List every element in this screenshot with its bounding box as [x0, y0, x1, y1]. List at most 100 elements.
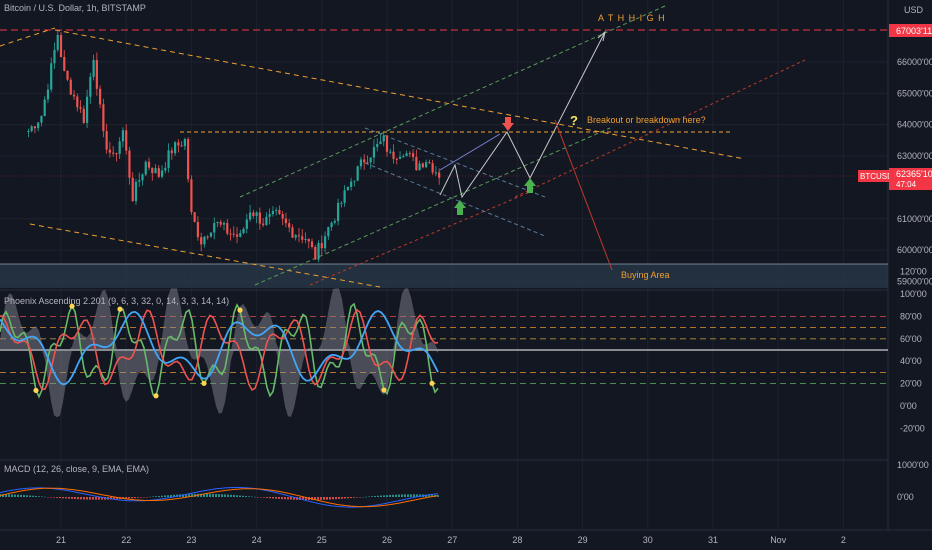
phoenix-dot	[429, 380, 435, 386]
candle-body	[115, 153, 118, 155]
macd-bar	[428, 494, 430, 497]
time-tick: 29	[578, 535, 588, 545]
macd-bar	[125, 497, 127, 499]
macd-bar	[350, 497, 352, 499]
candle-body	[151, 167, 154, 174]
macd-bar	[8, 494, 10, 497]
macd-bar	[335, 497, 337, 500]
macd-bar	[200, 493, 202, 497]
time-tick: 26	[382, 535, 392, 545]
macd-bar	[323, 497, 325, 500]
macd-bar	[137, 497, 139, 498]
macd-bar	[368, 496, 370, 497]
price-tick: 65000'00	[897, 88, 932, 98]
price-tick: 64000'00	[897, 120, 932, 130]
candle-body	[415, 157, 418, 171]
candle-body	[402, 156, 405, 158]
candle-body	[43, 99, 46, 117]
phoenix-tick: 0'00	[900, 401, 917, 411]
macd-bar	[344, 497, 346, 499]
macd-tick: 0'00	[897, 492, 914, 502]
candle-body	[405, 153, 408, 157]
macd-bar	[101, 497, 103, 500]
flag-upper	[364, 127, 546, 198]
macd-bar	[329, 497, 331, 500]
time-axis[interactable]: 21 22 23 24 25 26 27 28 29 30 31 Nov 2	[56, 535, 846, 545]
macd-bar	[170, 494, 172, 497]
candle-body	[131, 177, 134, 202]
macd-bar	[395, 494, 397, 497]
candle-body	[333, 221, 336, 223]
candle-body	[99, 88, 102, 105]
macd-bar	[362, 496, 364, 498]
candle-body	[141, 174, 144, 181]
macd-bar	[182, 494, 184, 497]
candle-body	[265, 216, 268, 225]
macd-bar	[149, 496, 151, 498]
candle-body	[297, 235, 301, 237]
candle-body	[255, 212, 258, 216]
candle-body	[170, 150, 173, 154]
macd-bar	[371, 496, 373, 497]
candle-body	[385, 135, 389, 152]
macd-bar	[326, 497, 328, 500]
candle-body	[193, 212, 196, 222]
phoenix-dot	[201, 380, 207, 386]
question-annotation: Breakout or breakdown here?	[587, 115, 706, 125]
macd-bar	[407, 494, 409, 497]
macd-bar	[257, 497, 259, 498]
symbol-tag	[858, 170, 889, 182]
candle-body	[350, 181, 353, 188]
candle-body	[294, 235, 297, 238]
macd-bar	[164, 495, 166, 497]
macd-bar	[401, 494, 403, 497]
macd-bar	[347, 497, 349, 499]
macd-bar	[221, 494, 223, 497]
macd-bar	[89, 497, 91, 500]
price-tick-labels: 66000'00 65000'00 64000'00 63000'00 61000'00…	[897, 57, 932, 286]
macd-bar	[227, 494, 229, 497]
candle-body	[89, 76, 92, 97]
candle-body	[180, 145, 183, 147]
candle-body	[291, 227, 294, 238]
macd-bar	[377, 495, 379, 497]
macd-bar	[26, 495, 28, 497]
macd-bar	[404, 494, 406, 497]
symbol-label: BTCUSD	[860, 172, 893, 181]
price-tick: 60000'00	[897, 245, 932, 255]
time-tick: 24	[252, 535, 262, 545]
macd-bar	[71, 497, 73, 499]
candle-body	[323, 236, 327, 249]
candle-body	[160, 170, 164, 177]
macd-bar	[233, 495, 235, 497]
macd-bar	[410, 494, 412, 497]
phoenix-tick: 120'00	[900, 267, 927, 277]
candle-body	[206, 236, 209, 238]
candle-body	[40, 116, 43, 123]
candle-body	[118, 141, 121, 154]
candle-body	[209, 232, 213, 237]
time-tick: 30	[643, 535, 653, 545]
price-axis[interactable]: USD 66000'00 65000'00 64000'00 63000'00 6100…	[858, 5, 932, 502]
candle-body	[125, 130, 128, 151]
candle-body	[102, 104, 105, 132]
candle-body	[53, 49, 56, 64]
candle-body	[281, 214, 284, 219]
candle-body	[121, 130, 125, 142]
macd-bar	[2, 494, 4, 497]
candle-body	[343, 190, 346, 203]
macd-bar	[95, 497, 97, 500]
macd-bar	[284, 497, 286, 500]
macd-bar	[41, 496, 43, 497]
macd-bar	[338, 497, 340, 499]
macd-bar	[140, 497, 142, 498]
candle-body	[307, 238, 310, 242]
candle-body	[138, 180, 141, 182]
ath-annotation: A T H H I G H	[598, 13, 666, 23]
time-tick: 31	[708, 535, 718, 545]
phoenix-tick: 20'00	[900, 379, 922, 389]
candle-body	[392, 151, 395, 159]
candle-body	[369, 157, 372, 163]
candle-body	[219, 221, 222, 225]
